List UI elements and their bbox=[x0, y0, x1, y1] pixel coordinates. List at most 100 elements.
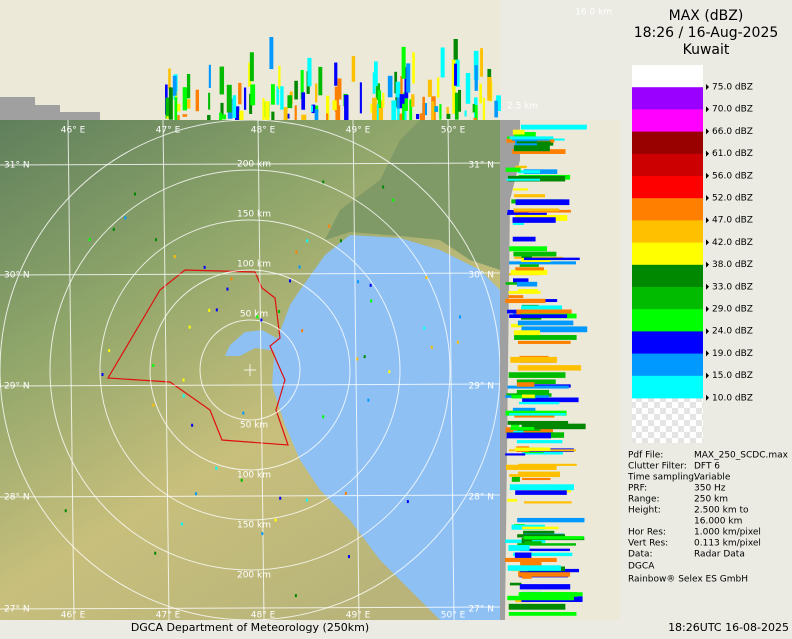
echo bbox=[524, 541, 542, 545]
echo bbox=[474, 65, 478, 91]
echo bbox=[464, 110, 467, 117]
echo bbox=[454, 92, 459, 120]
info-value: Variable bbox=[694, 473, 731, 483]
echo bbox=[367, 398, 370, 402]
echo bbox=[487, 76, 492, 101]
echo bbox=[507, 498, 518, 502]
info-value: 16.000 km bbox=[694, 517, 742, 527]
echo bbox=[519, 401, 560, 405]
footer-left: DGCA Department of Meteorology (250km) bbox=[131, 621, 369, 634]
echo bbox=[168, 87, 173, 120]
echo bbox=[295, 250, 298, 254]
echo bbox=[514, 335, 577, 340]
echo bbox=[520, 124, 587, 130]
echo bbox=[509, 582, 522, 586]
legend-tick bbox=[706, 328, 709, 335]
lat-label-left: 27° N bbox=[4, 605, 30, 615]
echo bbox=[400, 76, 403, 101]
echo bbox=[511, 323, 524, 328]
range-label: 200 km bbox=[237, 160, 271, 170]
echo bbox=[301, 114, 307, 122]
echo bbox=[430, 345, 433, 349]
sea bbox=[272, 235, 500, 620]
echo bbox=[516, 141, 551, 144]
echo bbox=[347, 555, 350, 559]
info-value: 0.113 km/pixel bbox=[694, 539, 761, 549]
legend-tick bbox=[706, 261, 709, 268]
legend-swatch bbox=[632, 331, 703, 354]
echo bbox=[234, 106, 240, 126]
echo bbox=[243, 87, 247, 110]
echo bbox=[473, 117, 477, 121]
echo bbox=[356, 357, 359, 361]
echo bbox=[406, 500, 409, 504]
echo bbox=[344, 491, 347, 495]
echo bbox=[256, 315, 259, 319]
range-label: 150 km bbox=[237, 521, 271, 531]
echo bbox=[226, 287, 229, 291]
echo bbox=[222, 114, 227, 120]
echo bbox=[517, 543, 576, 546]
echo bbox=[108, 349, 111, 353]
echo bbox=[512, 217, 556, 223]
section-echoes bbox=[0, 37, 588, 620]
echo bbox=[517, 289, 539, 292]
echo bbox=[168, 68, 171, 90]
echo bbox=[479, 83, 482, 104]
lon-label-bottom: 49° E bbox=[346, 611, 371, 621]
echo bbox=[517, 517, 585, 523]
legend-label: 56.0 dBZ bbox=[712, 171, 753, 181]
echo bbox=[521, 537, 532, 544]
grid bbox=[0, 120, 500, 620]
echo bbox=[456, 340, 459, 344]
echo bbox=[513, 251, 557, 257]
echo bbox=[278, 65, 281, 89]
echo bbox=[506, 178, 541, 181]
echo bbox=[446, 113, 451, 119]
echo bbox=[518, 592, 578, 597]
echo bbox=[208, 308, 211, 312]
echo bbox=[521, 423, 586, 430]
range-label: 50 km bbox=[240, 421, 268, 431]
echo bbox=[185, 99, 191, 109]
echo bbox=[318, 66, 323, 96]
echo bbox=[300, 70, 304, 100]
echo bbox=[409, 99, 413, 129]
legend-swatch bbox=[632, 131, 703, 155]
echo bbox=[509, 136, 554, 140]
echo bbox=[403, 92, 408, 111]
legend-label: 47.0 dBZ bbox=[712, 216, 753, 226]
legend-swatch bbox=[632, 242, 703, 266]
echo bbox=[269, 37, 274, 70]
echo bbox=[174, 97, 178, 125]
echo bbox=[514, 447, 551, 451]
echo bbox=[480, 48, 483, 77]
echo bbox=[382, 92, 385, 108]
echo bbox=[515, 199, 570, 206]
echo bbox=[311, 104, 316, 114]
legend-label: 42.0 dBZ bbox=[712, 238, 753, 248]
echo bbox=[411, 94, 415, 107]
echo bbox=[377, 90, 382, 108]
echo bbox=[436, 77, 440, 98]
meridian bbox=[162, 120, 170, 620]
echo bbox=[194, 492, 197, 496]
echo bbox=[186, 73, 191, 99]
echo bbox=[521, 326, 588, 333]
meridian bbox=[67, 120, 75, 620]
echo bbox=[431, 101, 435, 129]
legend-label: 75.0 dBZ bbox=[712, 83, 753, 93]
echo bbox=[451, 59, 456, 90]
echo bbox=[513, 145, 550, 152]
echo bbox=[279, 496, 282, 500]
echo bbox=[508, 545, 530, 551]
echo bbox=[516, 309, 572, 316]
lat-label-right: 29° N bbox=[468, 382, 494, 392]
echo bbox=[314, 109, 319, 125]
echo bbox=[133, 192, 136, 196]
lat-label-left: 28° N bbox=[4, 493, 30, 503]
legend-swatch bbox=[632, 198, 703, 221]
echo bbox=[521, 305, 563, 310]
echo bbox=[180, 522, 183, 526]
